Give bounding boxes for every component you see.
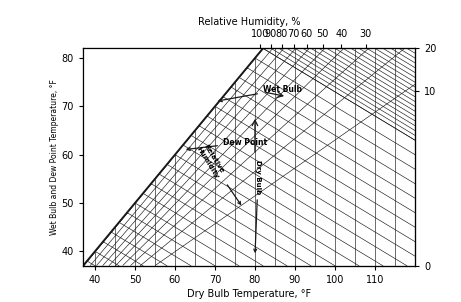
Text: Dew Point: Dew Point <box>187 138 267 150</box>
Text: Dry Bulb: Dry Bulb <box>254 160 261 252</box>
X-axis label: Dry Bulb Temperature, °F: Dry Bulb Temperature, °F <box>187 289 311 299</box>
Text: Wet Bulb: Wet Bulb <box>219 85 302 102</box>
Y-axis label: Wet Bulb and Dew Point Temperature, °F: Wet Bulb and Dew Point Temperature, °F <box>50 79 59 235</box>
Polygon shape <box>83 48 263 266</box>
X-axis label: Relative Humidity, %: Relative Humidity, % <box>198 17 300 27</box>
Text: Relative
Humidity: Relative Humidity <box>196 142 241 204</box>
